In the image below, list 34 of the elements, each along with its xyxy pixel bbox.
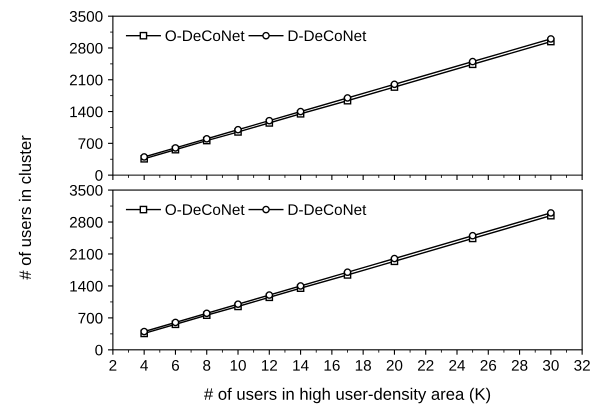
x-tick-label: 16: [324, 360, 340, 371]
x-tick-label: 28: [512, 360, 528, 371]
legend-label: O-DeCoNet: [166, 30, 245, 42]
y-tick-label: 2100: [70, 74, 103, 86]
y-tick-label: 700: [78, 138, 103, 150]
legend-label: D-DeCoNet: [288, 204, 366, 216]
y-tick-label: 0: [95, 344, 103, 356]
legend-label: O-DeCoNet: [166, 204, 245, 216]
x-tick-label: 2: [109, 360, 116, 371]
y-tick-label: 2100: [70, 248, 103, 260]
x-tick-label: 20: [386, 360, 402, 371]
x-tick-label: 6: [172, 360, 180, 371]
x-tick-label: 8: [203, 360, 210, 371]
x-tick-label: 24: [449, 360, 466, 371]
x-tick-label: 12: [262, 360, 278, 371]
x-tick-label: 26: [480, 360, 496, 371]
x-tick-label: 30: [542, 360, 559, 371]
y-axis-title: # of users in cluster: [18, 136, 32, 280]
y-tick-label: 1400: [70, 106, 103, 118]
x-axis-title: # of users in high user-density area (K): [204, 388, 490, 404]
x-tick-label: 18: [356, 360, 371, 371]
x-tick-label: 22: [418, 360, 434, 371]
y-tick-label: 700: [78, 312, 103, 324]
x-tick-label: 32: [574, 360, 590, 371]
y-tick-label: 3500: [70, 11, 103, 22]
y-tick-label: 0: [95, 170, 103, 181]
y-tick-label: 1400: [70, 280, 103, 292]
x-tick-label: 10: [230, 360, 246, 371]
x-tick-label: 4: [140, 360, 148, 371]
y-tick-label: 2800: [70, 42, 103, 54]
y-tick-label: 3500: [70, 184, 103, 196]
legend-label: D-DeCoNet: [288, 30, 366, 42]
x-tick-label: 14: [293, 360, 309, 371]
y-tick-label: 2800: [70, 216, 103, 228]
